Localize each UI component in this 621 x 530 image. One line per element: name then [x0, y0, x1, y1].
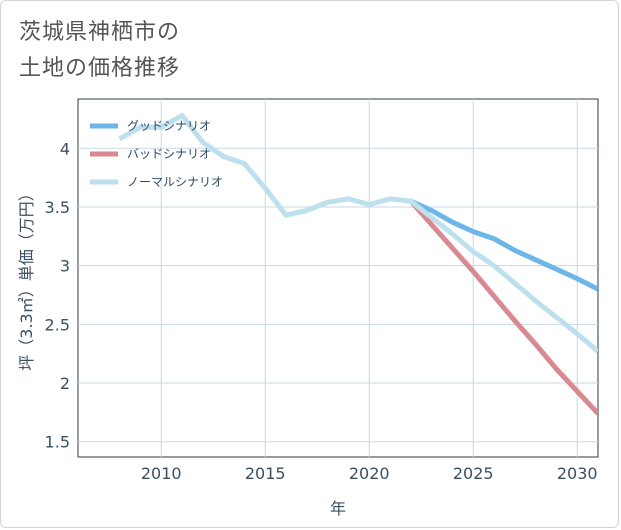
title-line-2: 土地の価格推移	[19, 56, 181, 81]
y-axis-title: 坪（3.3㎡）単価（万円）	[17, 185, 36, 370]
y-tick-label: 2	[60, 374, 70, 393]
series-lines	[118, 112, 598, 416]
legend-label: ノーマルシナリオ	[127, 175, 223, 189]
x-axis-title: 年	[330, 499, 346, 518]
x-tick-label: 2030	[557, 464, 598, 483]
y-axis-ticks: 1.5 2 2.5 3 3.5 4	[45, 139, 70, 451]
title-line-1: 茨城県神栖市の	[19, 20, 181, 45]
x-tick-label: 2010	[141, 464, 182, 483]
series-line-2	[118, 112, 598, 354]
y-tick-label: 3.5	[45, 198, 70, 217]
x-tick-label: 2020	[349, 464, 390, 483]
y-tick-label: 4	[60, 139, 70, 158]
series-line-0	[409, 198, 598, 292]
y-tick-label: 1.5	[45, 433, 70, 452]
series-line-1	[408, 199, 598, 416]
x-tick-label: 2025	[453, 464, 494, 483]
legend-label: グッドシナリオ	[127, 119, 211, 133]
y-tick-label: 2.5	[45, 315, 70, 334]
x-tick-label: 2015	[245, 464, 286, 483]
chart-title: 茨城県神栖市の 土地の価格推移	[19, 15, 180, 87]
x-axis-ticks: 2010 2015 2020 2025 2030	[141, 464, 598, 483]
grid-lines	[78, 99, 598, 457]
y-tick-label: 3	[60, 257, 70, 276]
legend-label: バッドシナリオ	[127, 147, 211, 161]
